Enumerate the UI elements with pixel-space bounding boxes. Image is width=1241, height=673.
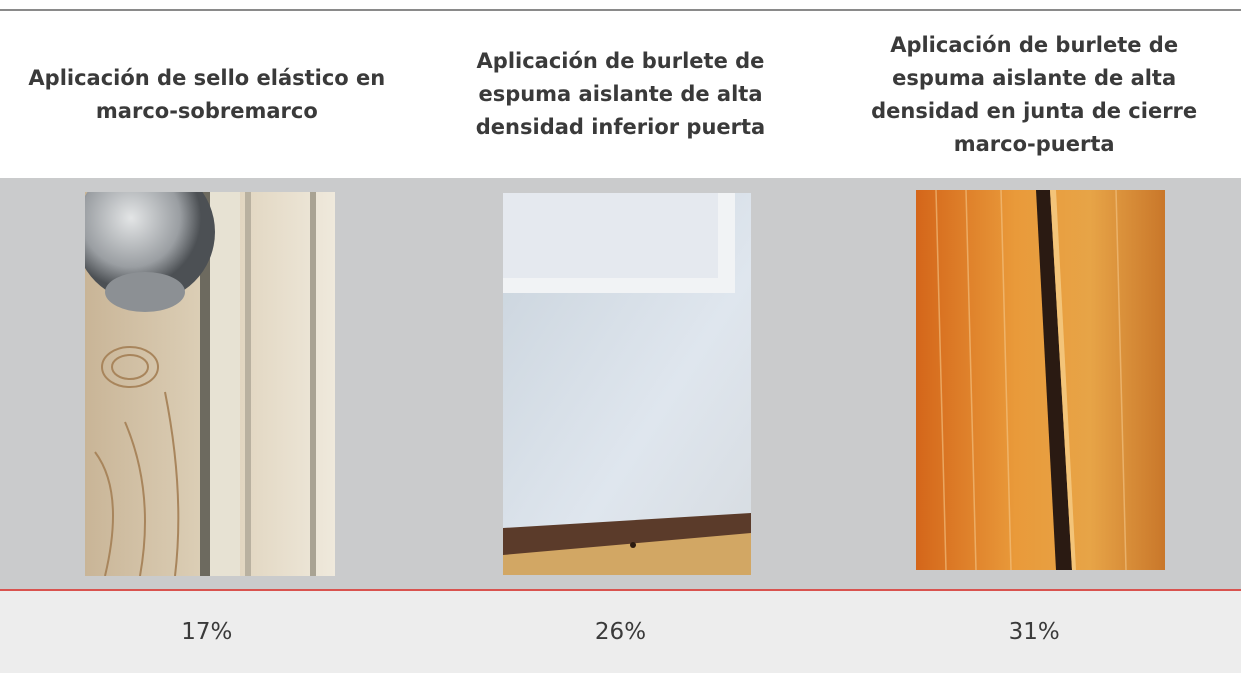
value-cell: 31% [1008, 619, 1060, 645]
value-row: 17% 26% 31% [0, 591, 1241, 673]
header-row: Aplicación de sello elástico en marco-so… [0, 11, 1241, 178]
image-cell [414, 178, 828, 590]
header-cell: Aplicación de burlete de espuma aislante… [475, 49, 766, 139]
value-cell: 26% [594, 619, 647, 645]
image-cell [827, 178, 1241, 590]
image-cell [0, 178, 414, 590]
header-cell: Aplicación de burlete de espuma aislante… [871, 32, 1198, 156]
header-cell: Aplicación de sello elástico en marco-so… [28, 65, 386, 123]
photo-door-joint [916, 190, 1166, 570]
red-rule [0, 589, 1241, 591]
value-cell: 17% [181, 619, 233, 645]
top-rule [0, 9, 1241, 11]
image-row [0, 178, 1241, 590]
photo-frame-seal [85, 192, 336, 576]
photo-door-bottom [502, 193, 751, 575]
